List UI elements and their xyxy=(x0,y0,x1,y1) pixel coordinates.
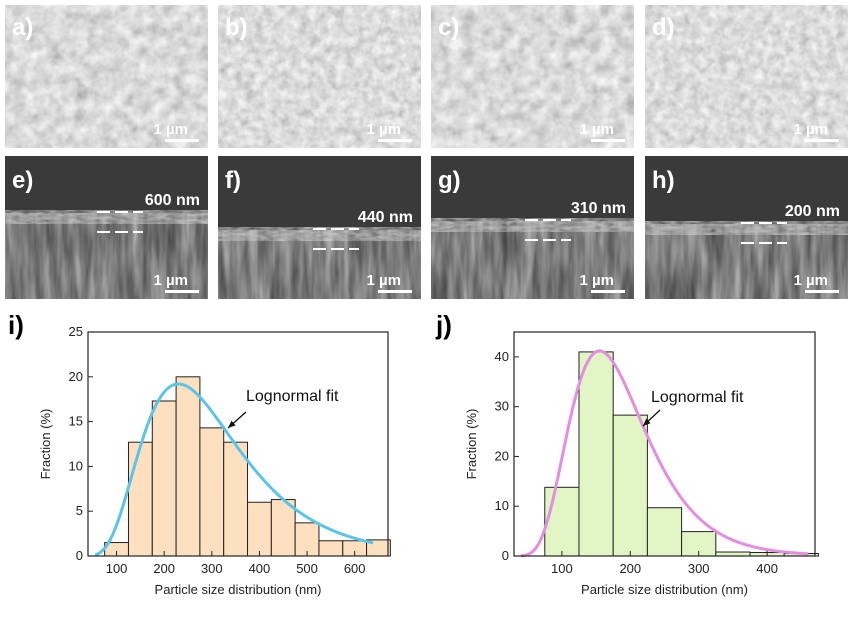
x-tick-label: 300 xyxy=(201,561,223,576)
sem-top-panel: b) 1 µm xyxy=(218,5,421,148)
lognormal-fit-curve xyxy=(520,349,809,558)
x-tick-label: 400 xyxy=(249,561,271,576)
scale-bar-label: 1 µm xyxy=(154,272,189,289)
histogram-j: j) 0 10 20 30 40 100 200 300 400 Particle size dis… xyxy=(435,310,819,597)
panel-letter: c) xyxy=(438,14,459,41)
sem-cross-panel: g) 310 nm 1 µm xyxy=(431,156,634,299)
thickness-label: 310 nm xyxy=(571,200,626,217)
histogram-bar xyxy=(318,540,344,557)
scale-bar xyxy=(591,139,625,142)
sem-top-panel: c) 1 µm xyxy=(431,5,634,148)
x-tick-label: 600 xyxy=(344,561,366,576)
sem-cross-substrate xyxy=(645,224,848,299)
histogram-bar xyxy=(223,441,249,557)
histogram-bar xyxy=(199,427,225,557)
histogram-bar xyxy=(646,507,683,557)
histogram-bar xyxy=(127,441,153,557)
histogram-i: i) 0 5 10 15 20 25 100 200 300 400 500 600 Particle s… xyxy=(8,310,391,597)
panel-letter: j) xyxy=(435,310,452,340)
x-tick-label: 200 xyxy=(619,561,641,576)
scale-bar-label: 1 µm xyxy=(580,272,615,289)
scale-bar xyxy=(805,139,839,142)
panel-letter: a) xyxy=(12,14,33,41)
scale-bar-label: 1 µm xyxy=(794,121,829,138)
x-axis-label: Particle size distribution (nm) xyxy=(155,582,322,597)
scale-bar xyxy=(378,139,412,142)
sem-cross-film xyxy=(645,221,848,235)
panel-letter: i) xyxy=(8,310,24,340)
fit-label: Lognormal fit xyxy=(246,388,339,405)
sem-top-image xyxy=(431,5,634,148)
thickness-label: 200 nm xyxy=(785,203,840,220)
x-tick-label: 100 xyxy=(551,561,573,576)
x-tick-label: 400 xyxy=(756,561,778,576)
scale-bar xyxy=(805,290,839,293)
histogram-bar xyxy=(544,486,580,557)
y-tick-label: 0 xyxy=(502,548,509,563)
sem-cross-substrate xyxy=(431,221,634,299)
x-axis-label: Particle size distribution (nm) xyxy=(581,582,748,597)
panel-letter: g) xyxy=(438,167,461,194)
panel-letter: b) xyxy=(225,14,248,41)
scale-bar-label: 1 µm xyxy=(580,121,615,138)
y-tick-label: 25 xyxy=(69,324,83,339)
sem-top-image xyxy=(645,5,848,148)
panel-letter: h) xyxy=(652,167,675,194)
x-tick-label: 500 xyxy=(296,561,318,576)
panel-letter: d) xyxy=(652,14,675,41)
sem-cross-substrate xyxy=(5,213,208,299)
sem-cross-film xyxy=(431,218,634,232)
thickness-label: 600 nm xyxy=(145,192,200,209)
y-axis-label: Fraction (%) xyxy=(38,409,53,480)
y-tick-label: 20 xyxy=(495,448,509,463)
scale-bar-label: 1 µm xyxy=(154,121,189,138)
y-tick-label: 0 xyxy=(76,548,83,563)
sem-cross-panel: f) 440 nm 1 µm xyxy=(218,156,421,299)
sem-top-panel: d) 1 µm xyxy=(645,5,848,148)
sem-micrographs: a) 1 µm b) 1 µm c) 1 µm d) 1 µm e) 600 nm 1 µm f) 44… xyxy=(5,5,848,299)
x-tick-label: 100 xyxy=(106,561,128,576)
histogram-bar xyxy=(151,400,177,557)
scale-bar-label: 1 µm xyxy=(794,272,829,289)
plot-frame xyxy=(513,331,816,557)
fit-arrow-head xyxy=(643,418,651,426)
sem-cross-film xyxy=(5,210,208,224)
panel-letter: f) xyxy=(225,167,241,194)
y-tick-label: 30 xyxy=(495,399,509,414)
histogram-bar xyxy=(578,351,614,557)
sem-cross-panel: h) 200 nm 1 µm xyxy=(645,156,848,299)
sem-cross-substrate xyxy=(218,230,421,299)
histogram-bar xyxy=(247,501,272,557)
fit-arrow-head xyxy=(228,420,236,428)
scale-bar xyxy=(591,290,625,293)
histogram-bar xyxy=(175,376,201,557)
scale-bar-label: 1 µm xyxy=(367,121,402,138)
y-tick-label: 20 xyxy=(69,369,83,384)
histogram-bar xyxy=(612,414,648,557)
y-axis-label: Fraction (%) xyxy=(464,409,479,480)
sem-cross-panel: e) 600 nm 1 µm xyxy=(5,156,208,299)
x-tick-label: 300 xyxy=(688,561,710,576)
y-tick-label: 10 xyxy=(69,458,83,473)
sem-top-image xyxy=(218,5,421,148)
plot-frame xyxy=(87,331,389,557)
sem-top-image xyxy=(5,5,208,148)
sem-cross-film xyxy=(218,227,421,241)
sem-top-panel: a) 1 µm xyxy=(5,5,208,148)
lognormal-fit-curve xyxy=(94,382,374,557)
scale-bar xyxy=(165,139,199,142)
scale-bar xyxy=(165,290,199,293)
y-tick-label: 5 xyxy=(76,503,83,518)
y-tick-label: 10 xyxy=(495,498,509,513)
scale-bar xyxy=(378,290,412,293)
x-tick-label: 200 xyxy=(153,561,175,576)
y-tick-label: 15 xyxy=(69,414,83,429)
scale-bar-label: 1 µm xyxy=(367,272,402,289)
fit-label: Lognormal fit xyxy=(651,389,744,406)
thickness-label: 440 nm xyxy=(358,209,413,226)
y-tick-label: 40 xyxy=(495,349,509,364)
panel-letter: e) xyxy=(12,167,33,194)
